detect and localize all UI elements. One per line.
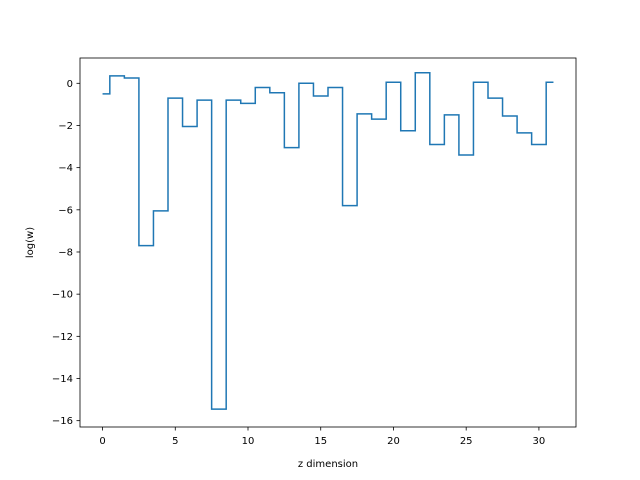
x-tick-label: 15 (314, 436, 327, 447)
y-tick-label: −14 (52, 374, 73, 385)
y-tick-label: −4 (58, 163, 73, 174)
y-tick-label: −8 (58, 247, 73, 258)
x-tick-label: 10 (242, 436, 255, 447)
x-axis-label: z dimension (298, 459, 358, 470)
y-axis-label: log(w) (25, 227, 36, 258)
y-tick-label: −12 (52, 332, 73, 343)
x-axis: 0 5 10 15 20 25 30 (99, 427, 545, 447)
series-layer (102, 72, 554, 410)
y-tick-label: −2 (58, 121, 73, 132)
x-tick-label: 30 (533, 436, 546, 447)
y-axis: 0 −2 −4 −6 −8 −10 −12 −14 −16 (52, 79, 80, 427)
plot-frame (79, 57, 577, 428)
x-tick-label: 20 (387, 436, 400, 447)
plot-background (80, 58, 576, 427)
x-tick-label: 25 (460, 436, 473, 447)
x-tick-label: 5 (172, 436, 178, 447)
series-line-0 (102, 72, 554, 410)
y-tick-label: −16 (52, 416, 73, 427)
y-tick-label: −6 (58, 205, 73, 216)
y-tick-label: 0 (67, 79, 73, 90)
y-tick-label: −10 (52, 290, 73, 301)
x-tick-label: 0 (99, 436, 105, 447)
